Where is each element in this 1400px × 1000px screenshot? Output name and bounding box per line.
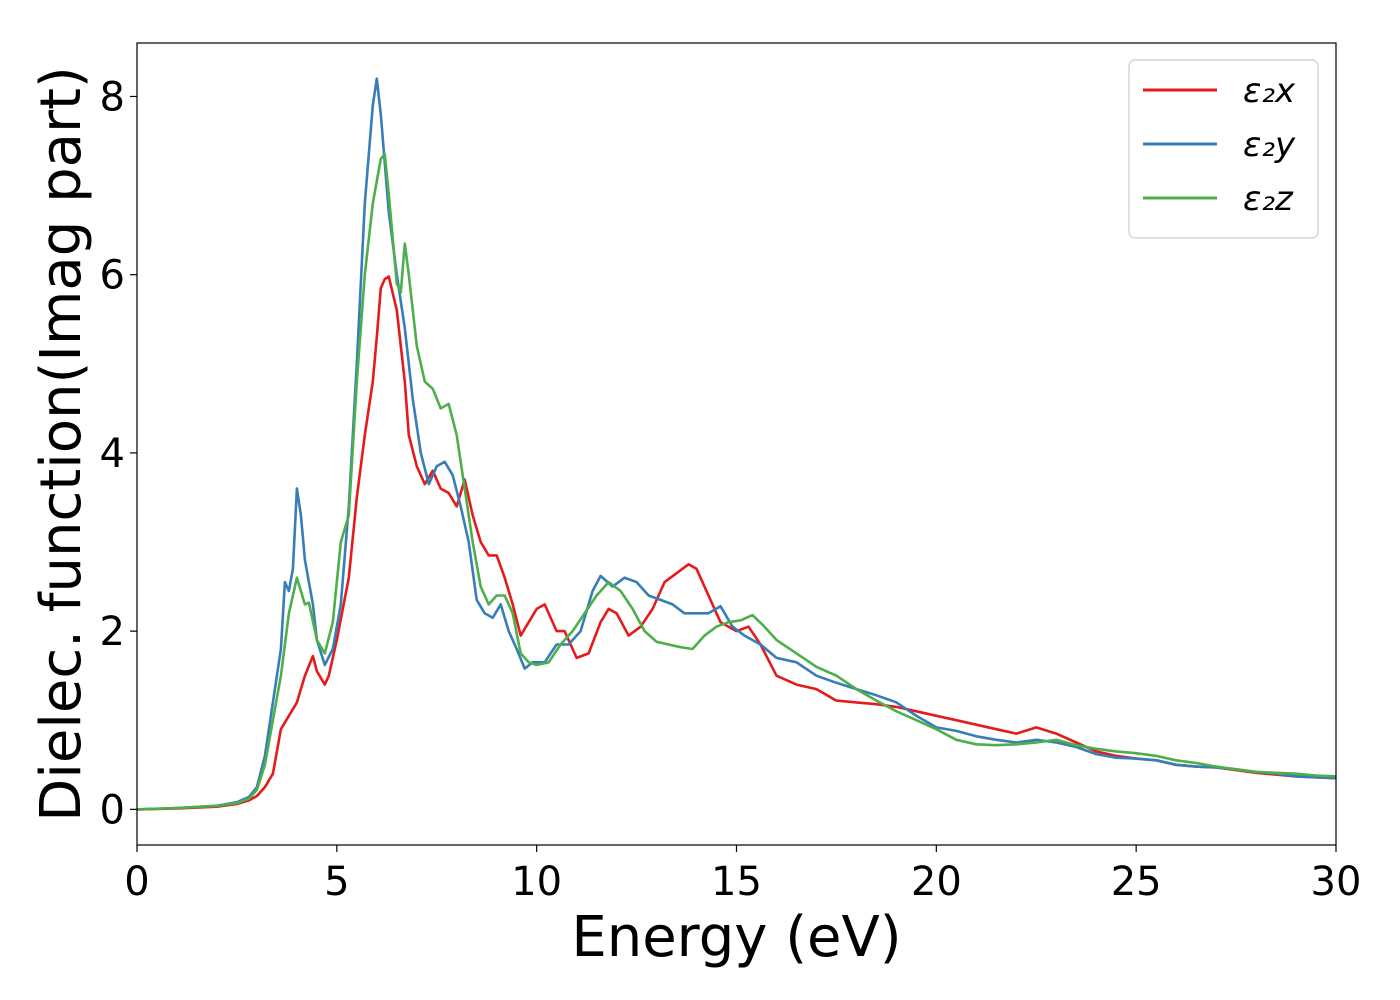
x-axis-title: Energy (eV) [571, 905, 901, 970]
x-tick-label: 10 [511, 859, 562, 905]
legend: ε₂x ε₂y ε₂z [1128, 59, 1319, 239]
series-line-3 [136, 153, 1337, 811]
y-axis: 0 2 4 6 8 [100, 74, 137, 833]
legend-box [1128, 59, 1319, 239]
x-axis: 0 5 10 15 20 25 30 [124, 845, 1361, 905]
x-tick-label: 30 [1311, 859, 1362, 905]
y-tick-label: 6 [100, 253, 125, 299]
y-tick-label: 8 [100, 74, 125, 120]
y-tick-label: 0 [100, 787, 125, 833]
y-tick-label: 2 [100, 609, 125, 655]
legend-label: ε₂z [1243, 179, 1294, 219]
x-tick-label: 0 [124, 859, 149, 905]
x-tick-label: 15 [711, 859, 762, 905]
legend-label: ε₂x [1243, 71, 1296, 111]
series-layer [136, 77, 1337, 811]
legend-label: ε₂y [1243, 125, 1296, 165]
x-tick-label: 20 [911, 859, 962, 905]
series-line-2 [136, 77, 1337, 811]
y-axis-title: Dielec. function(Imag part) [29, 66, 94, 822]
y-tick-label: 4 [100, 431, 125, 477]
x-tick-label: 5 [324, 859, 349, 905]
x-tick-label: 25 [1111, 859, 1162, 905]
series-line-1 [136, 275, 1337, 811]
